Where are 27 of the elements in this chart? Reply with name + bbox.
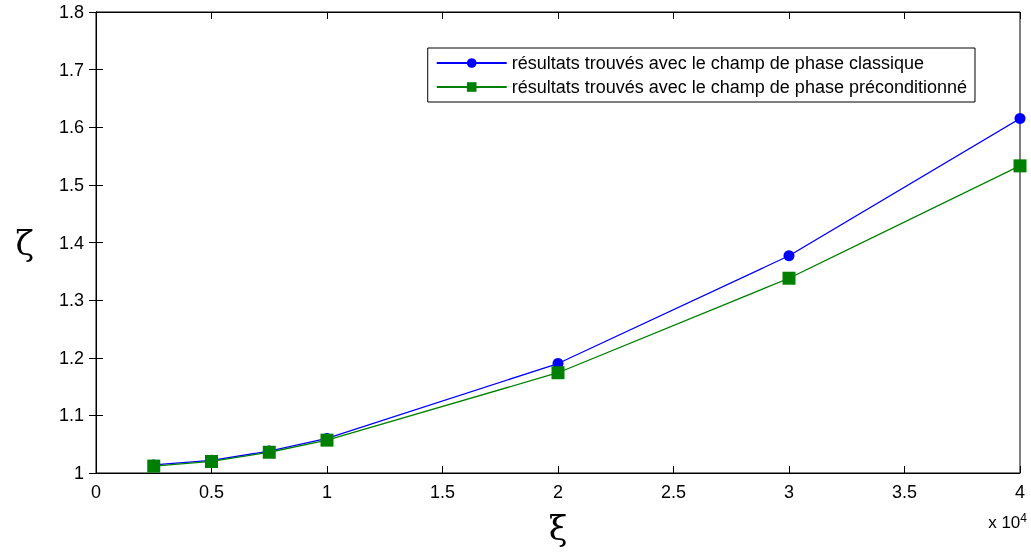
x-tick-label: 2 [552,482,564,502]
x-tick-label: 3.5 [891,482,918,502]
y-tick-label: 1.5 [58,174,84,195]
x-tick-label: 1.5 [429,482,456,502]
point [551,366,565,380]
y-tick-label: 1.6 [58,117,84,138]
point [1014,113,1026,125]
x-tick-label: 3 [783,482,795,502]
y-tick-label: 1 [73,463,84,483]
y-tick-label: 1.1 [58,405,84,426]
point [782,271,796,285]
y-tick-label: 1.2 [58,347,84,368]
point [1013,159,1027,173]
legend-label: résultats trouvés avec le champ de phase préconditionné [511,77,968,97]
x-tick-label: 0.5 [198,482,225,502]
x-tick-label: 1 [321,482,333,502]
x-tick-label: 4 [1014,482,1026,502]
y-axis-title: ζ [15,222,34,263]
y-tick-label: 1.4 [58,232,84,253]
legend-label: résultats trouvés avec le champ de phase classique [511,53,924,73]
y-tick-label: 1.8 [58,2,84,22]
x-tick-label: 0 [90,482,102,502]
point [783,250,795,262]
x-tick-label: 2.5 [660,482,687,502]
y-tick-label: 1.3 [58,290,84,311]
y-tick-label: 1.7 [58,59,84,80]
x-axis-title: ξ [548,508,568,548]
